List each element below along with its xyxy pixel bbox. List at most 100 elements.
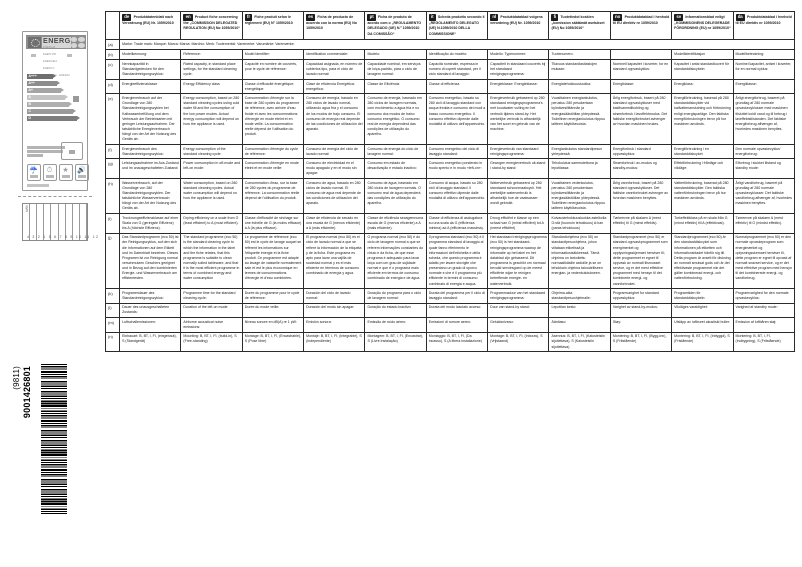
cell-c-fr: Capacité en nombre de couverts, pour le … <box>241 59 305 81</box>
language-header-nl: nl Produktdatablad volgens verordning (EU… <box>487 10 550 41</box>
cell-l-no: Varighet av stand-by-modus: <box>609 302 673 319</box>
energy-class-bar-1: A++ <box>27 81 61 86</box>
language-heading-text: Product fiche concerning the „COMMISSION… <box>183 14 241 31</box>
cell-m-de: Luftschallemissionen: <box>119 317 182 333</box>
cell-b-de: Modellkennung: <box>119 49 182 61</box>
language-header-es: es Ficha de producto de acuerdo con la no… <box>303 10 366 41</box>
clock-icon: ⏱ <box>42 164 57 181</box>
cell-j-pt: O programa normal (eco 50) é do ciclo de… <box>364 232 427 290</box>
row-key-n: (n) <box>104 331 121 353</box>
cell-f-no: Energiforbruk i standard oppvaskyklus: <box>609 143 673 160</box>
row-key-i: (i) <box>104 213 121 234</box>
row-key-l: (l) <box>104 302 121 319</box>
cell-l-pt: Duração do estado inactivo: <box>364 302 427 319</box>
cell-k-da: Programvarighed for den normale opvaskec… <box>732 288 796 304</box>
cell-f-en: Energy consumption of the standard clean… <box>180 143 243 160</box>
cell-m-sv: Utsläpp av luftburet akustiskt buller: <box>671 317 734 333</box>
language-tag-es: es <box>306 13 316 21</box>
cell-l-da: Varighed af standby mode: <box>732 302 796 319</box>
language-tag-da: da <box>735 13 745 21</box>
cell-c-fi: Tilavuus standardiastiastojen mukaan: <box>548 59 611 81</box>
language-tag-pt: pt <box>367 13 376 21</box>
cell-b-sv: Modellidentifikasjon <box>671 49 734 61</box>
cell-n-es: Montaje: B, BT, I, FI, (Integrable), S (… <box>303 331 366 353</box>
cell-f-pt: Consumo de energia do ciclo de lavagem n… <box>364 143 427 160</box>
cell-i-fr: Classe d'efficacité de séchage sur une é… <box>241 213 305 234</box>
cell-c-no: Nominell kapasitet i kuverter, for en st… <box>609 59 673 81</box>
cell-j-sv: Standardprogrammet (eco 50) är den stand… <box>671 232 734 290</box>
language-tag-no: no <box>612 13 623 21</box>
language-header-de: de Produktdatenblatt nach Verordnung (EU)… <box>119 10 182 41</box>
cell-n-no: Montering: B, BT, I, FI, (Bygg-inn), S (… <box>609 331 673 353</box>
cell-c-de: Nennkapazität in Standardgedecken für de… <box>119 59 182 81</box>
language-tag-it: it <box>428 13 436 21</box>
cell-j-nl: Het standaard reinigingsprogramma (eco 5… <box>487 232 550 290</box>
label-placeholder-right <box>67 54 72 57</box>
cell-g-no: Strømforbruk i av-modus og standby-modus… <box>609 158 673 180</box>
cell-l-it: Durata del modo lasciato acceso: <box>425 302 489 319</box>
language-header-fi: fi Tuotetiedot koskien „komission säätämä… <box>548 10 611 41</box>
cut-line-divider <box>18 196 92 197</box>
cell-h-no: Årlig vannforbruk, basert på 280 standar… <box>609 178 673 215</box>
language-tag-fi: fi <box>551 13 559 21</box>
cell-e-no: Årlig energiforbruk, basert på 280 stand… <box>609 93 673 145</box>
cell-f-de: Energieverbrauch des Standardreinigungsz… <box>119 143 182 160</box>
cell-g-pt: Consumo em estado de desactivação e esta… <box>364 158 427 180</box>
cell-b-es: Identification commerciale: <box>303 49 366 61</box>
cell-h-nl: Waterverbruik gebaseerd op 280 standaard… <box>487 178 550 215</box>
table-row: (h) Wasserverbrauch, auf der Grundlage vo… <box>104 178 796 215</box>
product-fiche-table: de Produktdatenblatt nach Verordnung (EU)… <box>104 10 796 353</box>
row-key-a: (a) <box>104 39 121 51</box>
table-row: (n) Einbauart: B, BT, I, FI, (eingebaut),… <box>104 331 796 353</box>
cell-j-no: Standardprogrammet (eco 50) er standard … <box>609 232 673 290</box>
cell-n-fr: Montage: B, BT, I, FI, (Encastrable), S … <box>241 331 305 353</box>
cell-f-fr: Consommation d'énergie du cycle de référ… <box>241 143 305 160</box>
cell-i-sv: Torkeffektklass på en skala från G (mins… <box>671 213 734 234</box>
table-row: (b) Modellkennung: Référence: Model identif… <box>104 49 796 61</box>
row-key-h: (h) <box>104 178 121 215</box>
energy-class-bar-4: B <box>27 102 73 107</box>
cell-b-da: Modellbeteckning: <box>732 49 796 61</box>
cell-n-fi: Asennus: B, BT, I, FI, (Kalusteisiin sij… <box>548 331 611 353</box>
cell-d-da: Energiklasse: <box>732 78 796 95</box>
language-heading-text: Fiche produit selon le règlement (EU) N°… <box>244 14 293 25</box>
cell-j-de: Das Standardprogramm (eco 50) ist der Re… <box>119 232 182 290</box>
cell-e-fi: Vuosittainen energiankulutus, perustuu 2… <box>548 93 611 145</box>
label-icon-row: ☔ ⏱ ★ 🔊 <box>26 164 89 181</box>
eu-flag-icon <box>27 36 41 48</box>
cell-f-it: Consumo energetico del ciclo di lavaggio… <box>425 143 489 160</box>
energy-label-header: ENERG ENERGIA · ЕНЕРГИЯ · ENERGEIA · ENE… <box>26 35 86 77</box>
label-regulation-footer <box>26 184 49 187</box>
cell-i-no: Tørkeevne på skalaen A (mest effektiv) t… <box>609 213 673 234</box>
cell-c-pt: Capacidade nominal, em serviços de loiça… <box>364 59 427 81</box>
cell-d-sv: Energiklass: <box>671 78 734 95</box>
language-heading-text: Scheda prodotto secondo il „REGOLAMENTO … <box>428 14 485 36</box>
row-span-cell: Marke: Trade mark: Marque: Marca: Marca:… <box>119 39 795 51</box>
cell-n-sv: Montering: B, BT, I, FI, (Inbyggd), S (F… <box>671 331 734 353</box>
energ-text: ENERG <box>43 36 71 45</box>
cell-j-fr: Le programme de référence (eco 50) est l… <box>241 232 305 290</box>
cell-b-no <box>609 49 673 61</box>
cell-e-da: Årligt energiforbrug, baseret på grundla… <box>732 93 796 145</box>
cell-f-es: Consumo de energía del ciclo de lavado n… <box>303 143 366 160</box>
language-header-it: it Scheda prodotto secondo il „REGOLAMENT… <box>425 10 489 41</box>
energy-class-bar-3: A <box>27 95 69 100</box>
cell-j-es: El programa normal (eco 50) es el ciclo … <box>303 232 366 290</box>
language-heading-text: Ficha de produto de acordo com o „REGULA… <box>367 14 422 36</box>
cell-g-fr: Consommation d'énergie en mode éteint et… <box>241 158 305 180</box>
cell-i-es: Clase de eficiencia de secado en una esc… <box>303 213 366 234</box>
cell-g-en: Power consumption in off-mode and left-o… <box>180 158 243 180</box>
cell-h-da: Årligt vandforbrug, baseret på grundlag … <box>732 178 796 215</box>
cell-k-no: Programvarighet for standard oppvaskyklu… <box>609 288 673 304</box>
language-heading-text: Produktdatablad volgens verordning (EU) … <box>490 14 543 25</box>
table-row: (i) Trocknungseffizienzklasse auf einer S… <box>104 213 796 234</box>
cell-g-de: Leistungsaufnahme im Aus-Zustand und im … <box>119 158 182 180</box>
language-tag-de: de <box>122 13 132 21</box>
cell-l-nl: Duur van stand-by stand: <box>487 302 550 319</box>
product-fiche-table-wrap: de Produktdatenblatt nach Verordnung (EU)… <box>104 10 796 353</box>
language-header-da: da Produktdatablad i henhold til EU direk… <box>732 10 796 41</box>
label-placeholder-left <box>31 54 36 57</box>
cell-d-it: Classe di efficienza <box>425 78 489 95</box>
cell-i-da: Tørreevne på skalaen A (mest effektiv) t… <box>732 213 796 234</box>
language-header-no: no Produktdatablad i henhold til EU direk… <box>609 10 673 41</box>
